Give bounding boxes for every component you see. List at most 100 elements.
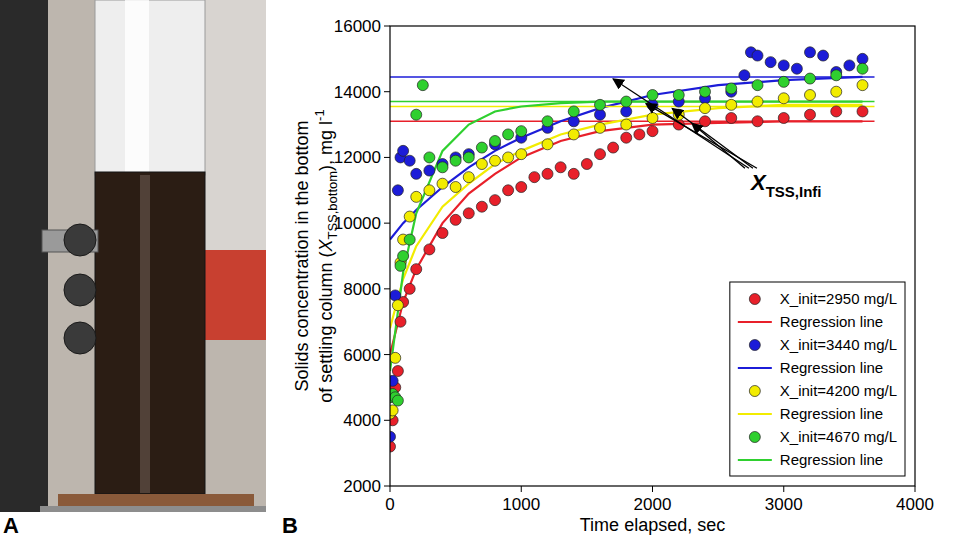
data-point — [392, 366, 403, 377]
y-tick — [384, 420, 390, 421]
y-axis-title-line: Solids concentration in the bottom — [292, 120, 312, 391]
data-point — [437, 162, 448, 173]
y-tick-label: 8000 — [343, 280, 381, 299]
data-point — [395, 260, 406, 271]
panel-label: A — [3, 513, 19, 538]
annotation: XTSS,Infi — [613, 79, 823, 201]
data-point — [437, 178, 448, 189]
data-point — [778, 60, 789, 71]
legend-marker — [749, 340, 760, 351]
column-sludge — [95, 172, 205, 494]
data-point — [490, 155, 501, 166]
text-part: of settling column ( — [316, 252, 336, 403]
data-point — [857, 63, 868, 74]
legend-line — [738, 413, 772, 415]
data-point — [411, 264, 422, 275]
data-point — [595, 122, 606, 133]
data-point — [411, 109, 422, 120]
data-point — [542, 139, 553, 150]
data-point — [516, 126, 527, 137]
y-axis-title: Solids concentration in the bottomof set… — [292, 109, 340, 402]
column-highlight — [140, 175, 150, 493]
data-point — [647, 126, 658, 137]
panel-a-photo — [0, 0, 266, 512]
data-point — [476, 142, 487, 153]
y-tick-label: 2000 — [343, 477, 381, 496]
grey-bin — [40, 506, 266, 512]
legend-label: X_init=3440 mg/L — [780, 336, 897, 353]
data-point — [476, 159, 487, 170]
legend-marker — [749, 294, 760, 305]
data-point — [778, 93, 789, 104]
data-point — [726, 99, 737, 110]
data-point — [752, 96, 763, 107]
text-part: ), mg l — [316, 121, 336, 171]
data-point — [424, 185, 435, 196]
data-point — [450, 182, 461, 193]
text-part: TSS,bottom — [325, 171, 340, 240]
data-point — [647, 90, 658, 101]
data-point — [542, 116, 553, 127]
panel-label: B — [282, 513, 298, 538]
legend-line — [738, 321, 772, 323]
data-point — [568, 116, 579, 127]
data-point — [503, 185, 514, 196]
data-point — [752, 50, 763, 61]
data-point — [417, 80, 428, 91]
y-tick — [384, 354, 390, 355]
data-point — [568, 106, 579, 117]
data-point — [805, 47, 816, 58]
data-point — [595, 109, 606, 120]
data-point — [700, 86, 711, 97]
wooden-board — [58, 494, 254, 506]
asymptote-line — [390, 76, 875, 78]
data-point — [424, 244, 435, 255]
y-tick — [384, 91, 390, 92]
data-point — [490, 195, 501, 206]
y-tick-label: 4000 — [343, 411, 381, 430]
data-point — [700, 103, 711, 114]
side-port — [64, 322, 96, 354]
legend-line — [738, 367, 772, 369]
data-point — [542, 168, 553, 179]
data-point — [805, 73, 816, 84]
data-point — [726, 83, 737, 94]
data-point — [516, 149, 527, 160]
data-point — [424, 152, 435, 163]
data-point — [392, 185, 403, 196]
data-point — [463, 208, 474, 219]
legend-label: Regression line — [780, 405, 883, 422]
data-point — [555, 162, 566, 173]
x-tick — [521, 486, 522, 492]
data-point — [390, 441, 396, 452]
data-point — [529, 172, 540, 183]
y-tick — [384, 157, 390, 158]
y-tick-label: 16000 — [334, 17, 381, 36]
data-point — [857, 80, 868, 91]
data-point — [818, 50, 829, 61]
y-tick-label: 12000 — [334, 148, 381, 167]
column-glare — [125, 0, 149, 175]
data-point — [778, 76, 789, 87]
x-tick-label: 0 — [385, 495, 394, 514]
text-part: X — [749, 170, 767, 195]
data-point — [621, 96, 632, 107]
legend-label: Regression line — [780, 451, 883, 468]
x-tick-label: 3000 — [765, 495, 803, 514]
data-point — [390, 290, 401, 301]
data-point — [503, 152, 514, 163]
panel-b-chart: 2000400060008000100001200014000160000100… — [292, 17, 934, 535]
photo-background — [0, 0, 266, 512]
data-point — [450, 155, 461, 166]
data-point — [392, 300, 403, 311]
data-point — [752, 80, 763, 91]
data-point — [608, 142, 619, 153]
x-tick — [915, 486, 916, 492]
text-part: TSS,Infi — [766, 183, 822, 200]
data-point — [404, 234, 415, 245]
data-point — [437, 228, 448, 239]
data-point — [390, 375, 398, 386]
x-tick — [390, 486, 391, 492]
annotation-arrow — [646, 104, 757, 169]
plot-frame — [390, 26, 915, 486]
